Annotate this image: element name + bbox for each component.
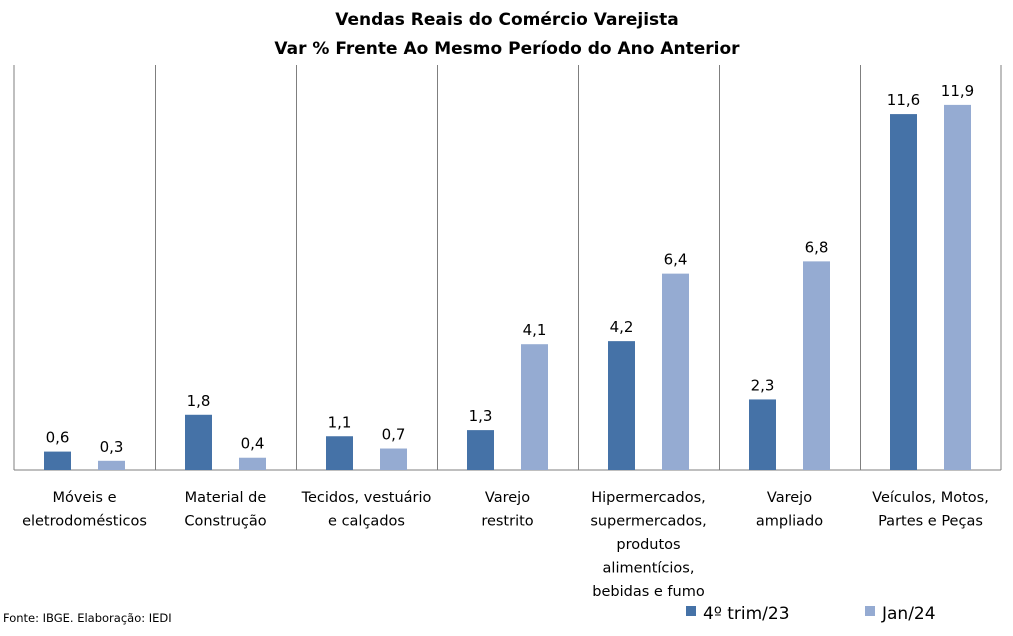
- bar: [44, 451, 71, 470]
- data-label: 1,1: [328, 413, 352, 431]
- category-label-line: Partes e Peças: [878, 514, 983, 530]
- category-label-line: produtos: [616, 537, 680, 553]
- bar: [326, 436, 353, 470]
- category-label: Tecidos, vestuário e calçados: [301, 490, 432, 530]
- category-label: Veículos, Motos, Partes e Peças: [872, 490, 989, 530]
- data-label: 0,6: [46, 429, 70, 447]
- plot-area: 0,6 0,3 1,8 0,4 1,1 0,7 1,3 4,1 4,2 6,4 2,3 6,8 11,6…: [13, 65, 1002, 471]
- bar: [608, 341, 635, 470]
- data-label: 6,4: [664, 251, 688, 269]
- chart-title: Vendas Reais do Comércio Varejista: [335, 10, 679, 30]
- bar: [467, 430, 494, 470]
- bar: [239, 457, 266, 470]
- data-label: 6,8: [805, 238, 829, 256]
- bar: [890, 114, 917, 470]
- category-label-line: alimentícios,: [603, 561, 695, 577]
- legend-swatch: [686, 606, 696, 616]
- category-label-line: Construção: [184, 514, 266, 530]
- category-label: Material de Construção: [184, 490, 266, 530]
- bar: [98, 460, 125, 470]
- bar: [749, 399, 776, 470]
- data-label: 11,9: [941, 82, 974, 100]
- category-label-line: Varejo: [767, 490, 812, 506]
- category-label-line: eletrodomésticos: [22, 514, 147, 530]
- data-label: 0,4: [241, 435, 265, 453]
- category-label-line: Varejo: [485, 490, 530, 506]
- bar: [185, 414, 212, 470]
- category-label-line: bebidas e fumo: [592, 584, 705, 600]
- category-label-line: Material de: [185, 490, 267, 506]
- bar: [944, 104, 971, 471]
- data-label: 0,7: [382, 426, 406, 444]
- category-label-line: Móveis e: [53, 490, 117, 506]
- category-label-line: Veículos, Motos,: [872, 490, 989, 506]
- bar: [521, 344, 548, 470]
- data-label: 11,6: [887, 91, 920, 109]
- legend: 4º trim/23 Jan/24: [686, 604, 936, 624]
- category-label-line: restrito: [481, 514, 533, 530]
- bar: [803, 261, 830, 470]
- category-label-line: ampliado: [756, 514, 823, 530]
- data-label: 1,8: [187, 392, 211, 410]
- legend-label: 4º trim/23: [703, 604, 790, 624]
- data-label: 1,3: [469, 407, 493, 425]
- category-label-line: supermercados,: [590, 514, 706, 530]
- category-label: Varejo ampliado: [756, 490, 823, 530]
- category-label-line: Tecidos, vestuário: [301, 490, 432, 506]
- category-label: Móveis e eletrodomésticos: [22, 490, 147, 530]
- category-label-line: Hipermercados,: [591, 490, 706, 506]
- chart-subtitle: Var % Frente Ao Mesmo Período do Ano Ant…: [274, 39, 740, 59]
- data-label: 4,2: [610, 318, 634, 336]
- category-label-line: e calçados: [328, 514, 405, 530]
- bar: [662, 273, 689, 470]
- category-label: Varejo restrito: [481, 490, 533, 530]
- data-label: 4,1: [523, 321, 547, 339]
- bar: [380, 448, 407, 470]
- category-label: Hipermercados, supermercados, produtos alim…: [590, 490, 706, 600]
- source-note: Fonte: IBGE. Elaboração: IEDI: [3, 611, 172, 625]
- category-labels: Móveis e eletrodomésticos Material de Const…: [22, 490, 989, 600]
- legend-label: Jan/24: [881, 604, 936, 624]
- data-label: 2,3: [751, 376, 775, 394]
- legend-swatch: [865, 606, 875, 616]
- data-label: 0,3: [100, 438, 124, 456]
